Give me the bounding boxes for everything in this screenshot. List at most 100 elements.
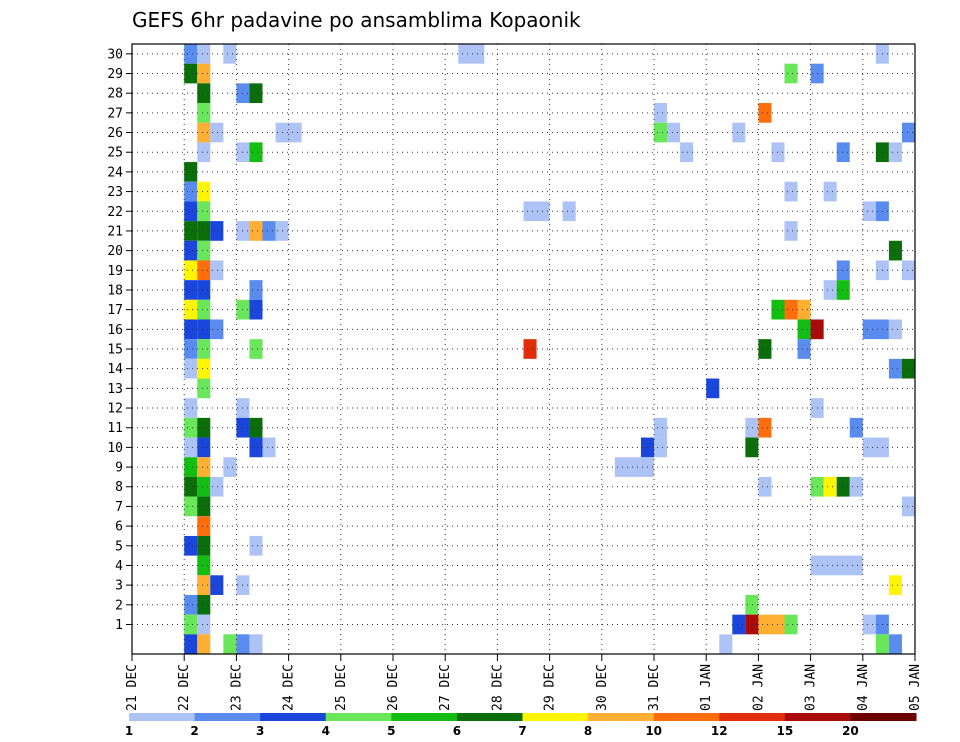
heatmap-cell <box>745 437 759 458</box>
heatmap-cell <box>523 339 537 359</box>
legend-level-label: 12 <box>711 724 728 738</box>
heatmap-cell <box>654 103 668 123</box>
y-tick-label: 20 <box>107 244 123 259</box>
heatmap-cell <box>614 457 654 477</box>
heatmap-cell <box>197 280 211 300</box>
heatmap-cell <box>797 319 811 340</box>
heatmap-cell <box>901 496 915 517</box>
heatmap-cell <box>197 594 211 615</box>
heatmap-cell <box>184 44 198 64</box>
y-tick-label: 14 <box>107 362 123 377</box>
heatmap-cell <box>784 614 798 635</box>
x-tick-label: 25 DEC <box>334 664 349 711</box>
heatmap-cell <box>210 260 224 281</box>
y-tick-label: 22 <box>107 205 123 220</box>
heatmap-cell <box>745 417 759 438</box>
heatmap-cell <box>797 339 811 359</box>
heatmap-cell <box>184 476 198 497</box>
heatmap-cell <box>184 358 198 379</box>
legend-level-label: 10 <box>645 724 662 738</box>
heatmap-cell <box>197 437 211 458</box>
heatmap-cell <box>197 496 211 517</box>
y-tick-label: 17 <box>107 303 123 318</box>
heatmap-cell <box>197 319 211 340</box>
heatmap-cell <box>197 83 211 104</box>
y-tick-label: 12 <box>107 402 123 417</box>
x-tick-label: 26 DEC <box>386 664 401 711</box>
y-tick-label: 13 <box>107 382 123 397</box>
heatmap-cell <box>810 555 863 576</box>
heatmap-cell <box>184 339 198 359</box>
x-tick-label: 02 JAN <box>751 664 766 711</box>
heatmap-cell <box>236 634 250 654</box>
heatmap-cell <box>210 221 224 241</box>
x-tick-label: 23 DEC <box>229 664 244 711</box>
legend-level-label: 4 <box>322 724 330 738</box>
heatmap-cell <box>862 319 889 340</box>
y-tick-label: 19 <box>107 264 123 279</box>
legend-color-swatch <box>653 713 720 721</box>
y-tick-label: 30 <box>107 47 123 62</box>
legend-color-swatch <box>719 713 786 721</box>
heatmap-cell <box>823 280 837 300</box>
heatmap-cell <box>758 417 772 438</box>
heatmap-cell <box>836 476 850 497</box>
legend-level-label: 20 <box>842 724 859 738</box>
heatmap-cell <box>184 417 198 438</box>
color-legend: 1 2 3 4 5 6 7 8 10 12 15 20 <box>125 713 917 738</box>
heatmap-cell <box>249 417 263 438</box>
heatmap-cell <box>562 201 576 222</box>
legend-color-swatch <box>522 713 589 721</box>
heatmap-cell <box>197 103 211 123</box>
heatmap-cell <box>184 437 198 458</box>
y-tick-label: 6 <box>115 520 123 535</box>
x-tick-label: 30 DEC <box>595 664 610 711</box>
heatmap-cell <box>654 417 668 438</box>
legend-level-label: 2 <box>190 724 198 738</box>
legend-color-swatch <box>325 713 392 721</box>
y-axis: 1234567891011121314151617181920212223242… <box>107 47 132 633</box>
heatmap-cell <box>823 181 837 202</box>
chart-title: GEFS 6hr padavine po ansamblima Kopaonik <box>132 8 581 32</box>
y-tick-label: 29 <box>107 67 123 82</box>
heatmap-cell <box>849 476 863 497</box>
heatmap-cell <box>184 496 198 517</box>
x-tick-label: 22 DEC <box>177 664 192 711</box>
legend-level-label: 3 <box>256 724 264 738</box>
heatmap-cell <box>745 614 759 635</box>
heatmap-cell <box>197 535 211 556</box>
y-tick-label: 25 <box>107 146 123 161</box>
x-tick-label: 04 JAN <box>856 664 871 711</box>
y-tick-label: 27 <box>107 106 123 121</box>
y-tick-label: 7 <box>115 500 123 515</box>
y-tick-label: 11 <box>107 421 123 436</box>
legend-level-label: 6 <box>453 724 461 738</box>
heatmap-cell <box>901 260 915 281</box>
heatmap-cell <box>249 83 263 104</box>
heatmap-cell <box>210 319 224 340</box>
heatmap-cell <box>197 516 211 536</box>
heatmap-cell <box>197 457 211 477</box>
heatmap-cell <box>888 358 902 379</box>
legend-color-swatch <box>129 713 196 721</box>
heatmap-cell <box>184 221 198 241</box>
heatmap-cell <box>197 614 211 635</box>
heatmap-cell <box>262 437 276 458</box>
heatmap-cell <box>249 634 263 654</box>
heatmap-cell <box>197 555 211 576</box>
x-tick-label: 31 DEC <box>647 664 662 711</box>
heatmap-cell <box>249 437 263 458</box>
heatmap-cells <box>184 44 915 654</box>
heatmap-cell <box>862 614 876 635</box>
heatmap-cell <box>784 299 798 320</box>
heatmap-cell <box>901 122 915 143</box>
heatmap-cell <box>249 280 263 300</box>
x-tick-label: 03 JAN <box>804 664 819 711</box>
heatmap-cell <box>836 280 850 300</box>
heatmap-cell <box>184 280 198 300</box>
heatmap-cell <box>797 299 811 320</box>
heatmap-cell <box>888 319 902 340</box>
heatmap-cell <box>823 476 837 497</box>
legend-color-swatch <box>784 713 851 721</box>
heatmap-cell <box>262 221 276 241</box>
